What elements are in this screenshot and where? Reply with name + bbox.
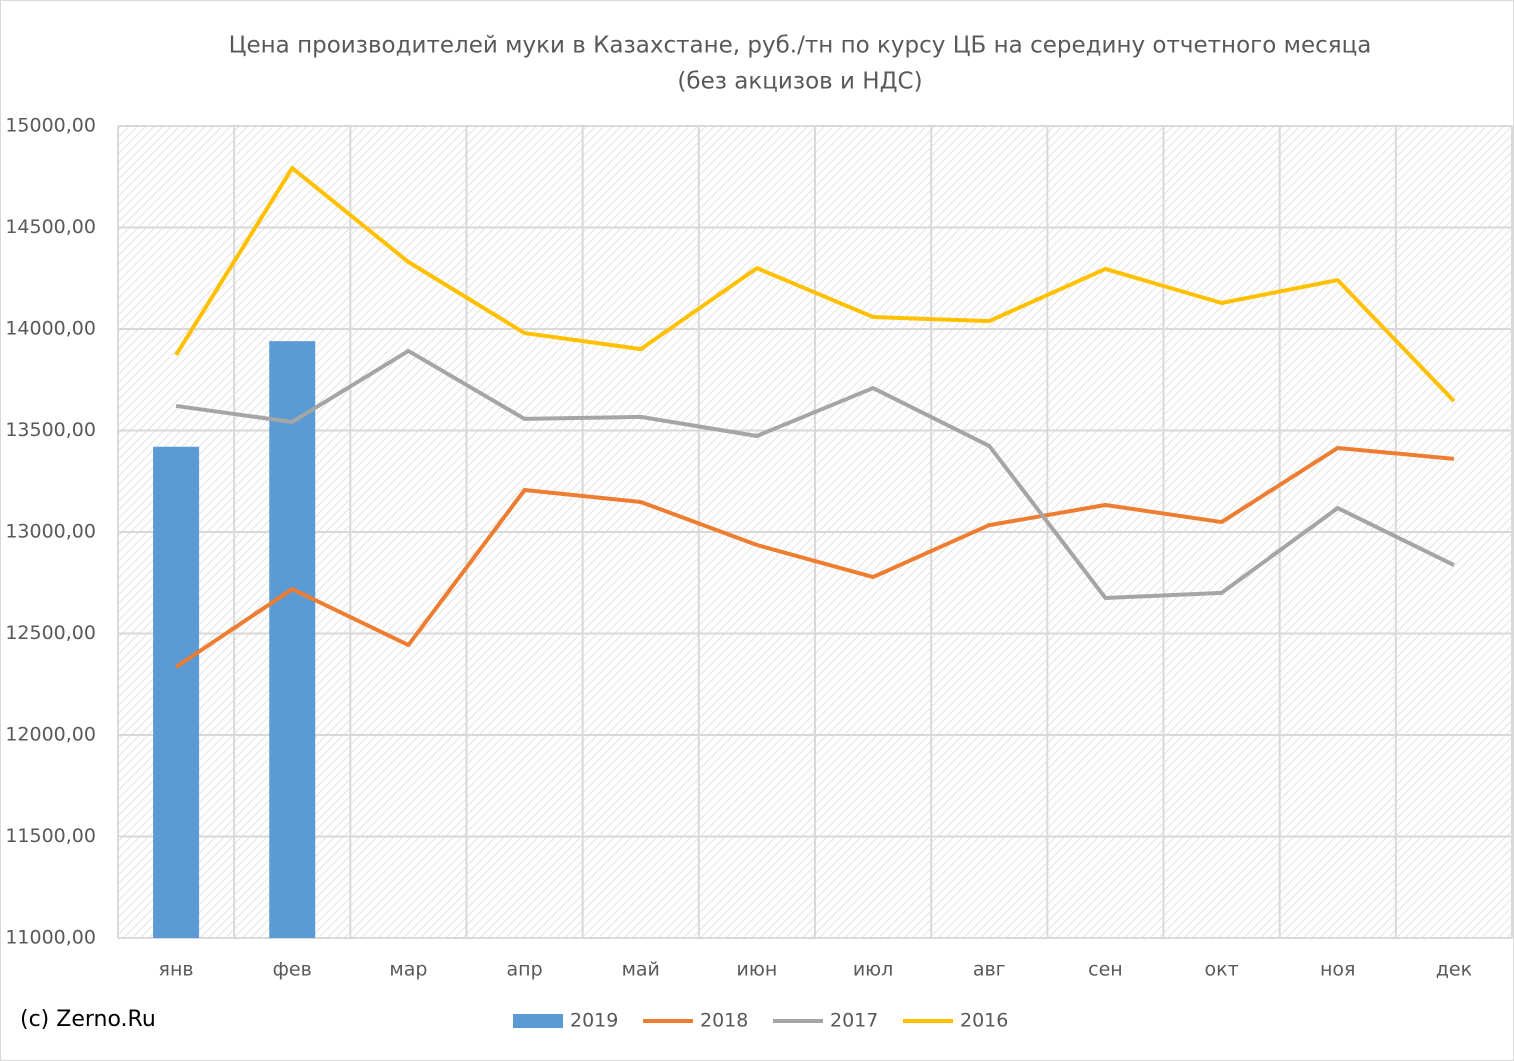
- bar: [153, 446, 200, 938]
- y-tick-label: 13500,00: [5, 419, 96, 441]
- x-tick-label: дек: [1436, 959, 1472, 981]
- y-tick-label: 11500,00: [5, 825, 96, 847]
- y-tick-label: 14000,00: [5, 318, 96, 340]
- line: [175, 348, 1455, 600]
- line: [174, 166, 1456, 403]
- x-tick-label: ноя: [1320, 959, 1355, 981]
- x-tick-label: авг: [973, 959, 1006, 981]
- y-tick-label: 12500,00: [5, 622, 96, 644]
- x-tick-label: июн: [737, 959, 778, 981]
- chart-title: Цена производителей муки в Казахстане, р…: [229, 33, 1372, 59]
- x-tick-label: фев: [273, 959, 312, 981]
- x-tick-label: май: [622, 959, 660, 981]
- x-tick-label: янв: [159, 959, 194, 981]
- x-tick-label: июл: [853, 959, 894, 981]
- legend-label: 2018: [700, 1010, 748, 1032]
- legend-label: 2019: [570, 1010, 618, 1032]
- chart-subtitle: (без акцизов и НДС): [677, 69, 922, 95]
- legend-label: 2016: [960, 1010, 1008, 1032]
- y-tick-label: 15000,00: [5, 115, 96, 137]
- legend-swatch: [513, 1014, 563, 1028]
- legend-label: 2017: [830, 1010, 878, 1032]
- y-tick-label: 13000,00: [5, 521, 96, 543]
- x-tick-label: сен: [1088, 959, 1123, 981]
- x-tick-label: апр: [507, 959, 543, 981]
- y-tick-label: 12000,00: [5, 724, 96, 746]
- x-tick-label: окт: [1204, 959, 1238, 981]
- line: [174, 445, 1455, 669]
- bar: [269, 341, 316, 938]
- x-tick-label: мар: [389, 959, 427, 981]
- y-tick-label: 14500,00: [5, 216, 96, 238]
- y-tick-label: 11000,00: [5, 927, 96, 949]
- credit: (c) Zerno.Ru: [20, 1007, 156, 1032]
